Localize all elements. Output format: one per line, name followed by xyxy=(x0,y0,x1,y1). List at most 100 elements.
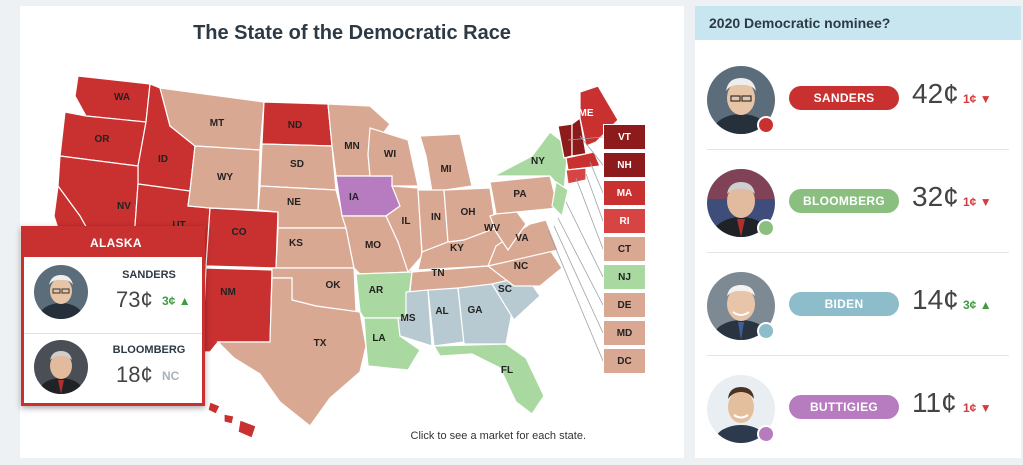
candidate-row-buttigieg[interactable]: BUTTIGIEG 11¢ 1¢ ▼ xyxy=(695,355,1021,458)
state-fl[interactable] xyxy=(432,343,545,415)
svg-text:SD: SD xyxy=(290,159,304,170)
svg-text:GA: GA xyxy=(468,305,483,316)
svg-text:MI: MI xyxy=(440,164,451,175)
state-va[interactable] xyxy=(487,219,559,267)
candidate-price: 14¢ xyxy=(912,284,959,315)
ne-box-ma[interactable]: MA xyxy=(603,180,646,206)
svg-text:WV: WV xyxy=(484,223,500,234)
popup-change: 3¢ ▲ xyxy=(162,294,191,308)
state-tx[interactable] xyxy=(216,277,367,427)
popup-row-sanders[interactable]: SANDERS 73¢ 3¢ ▲ xyxy=(24,259,202,329)
svg-text:OH: OH xyxy=(461,207,476,218)
state-mi[interactable] xyxy=(419,133,473,193)
nominee-title: 2020 Democratic nominee? xyxy=(695,6,1021,40)
svg-text:IN: IN xyxy=(431,212,441,223)
svg-text:FL: FL xyxy=(501,365,513,376)
state-co[interactable] xyxy=(205,207,279,269)
candidate-name-pill[interactable]: BIDEN xyxy=(789,292,899,316)
candidate-change: 3¢ ▲ xyxy=(963,298,992,312)
svg-text:NC: NC xyxy=(514,261,528,272)
status-dot xyxy=(757,425,775,443)
svg-text:IL: IL xyxy=(402,216,411,227)
popup-candidate-name: SANDERS xyxy=(122,269,176,281)
ne-box-ri[interactable]: RI xyxy=(603,208,646,234)
svg-text:NY: NY xyxy=(531,156,545,167)
state-ia[interactable] xyxy=(335,175,401,217)
svg-text:PA: PA xyxy=(513,189,526,200)
state-map-panel: The State of the Democratic Race xyxy=(20,6,684,458)
popup-candidate-name: BLOOMBERG xyxy=(112,344,186,356)
candidate-name-pill[interactable]: SANDERS xyxy=(789,86,899,110)
popup-change: NC xyxy=(162,369,180,383)
state-wi[interactable] xyxy=(367,127,419,187)
svg-text:NM: NM xyxy=(220,287,236,298)
svg-text:OR: OR xyxy=(95,134,111,145)
svg-text:AL: AL xyxy=(435,306,448,317)
state-nm[interactable] xyxy=(201,267,273,353)
svg-text:NE: NE xyxy=(287,197,301,208)
state-ar[interactable] xyxy=(355,271,413,319)
ne-box-nh[interactable]: NH xyxy=(603,152,646,178)
avatar xyxy=(34,265,88,319)
state-hi[interactable] xyxy=(207,401,221,415)
state-labels: WA OR ID NV UT CO NM MT WY ND SD NE KS O… xyxy=(95,92,594,376)
ne-box-vt[interactable]: VT xyxy=(603,124,646,150)
ne-box-dc[interactable]: DC xyxy=(603,348,646,374)
candidate-change: 1¢ ▼ xyxy=(963,92,992,106)
svg-text:OK: OK xyxy=(326,280,342,291)
state-wa[interactable] xyxy=(74,75,151,123)
svg-text:WA: WA xyxy=(114,92,130,103)
ne-box-ct[interactable]: CT xyxy=(603,236,646,262)
candidate-name-pill[interactable]: BUTTIGIEG xyxy=(789,395,899,419)
state-me[interactable] xyxy=(579,85,619,147)
candidate-change: 1¢ ▼ xyxy=(963,195,992,209)
divider xyxy=(707,149,1009,150)
svg-text:MO: MO xyxy=(365,240,381,251)
popup-price: 73¢ xyxy=(116,287,153,312)
ne-box-nj[interactable]: NJ xyxy=(603,264,646,290)
ne-connectors xyxy=(547,135,604,362)
svg-text:IA: IA xyxy=(349,192,359,203)
status-dot xyxy=(757,219,775,237)
status-dot xyxy=(757,116,775,134)
svg-text:LA: LA xyxy=(372,333,385,344)
svg-text:KS: KS xyxy=(289,238,303,249)
arrow-up-icon: ▲ xyxy=(979,298,992,312)
state-popup[interactable]: ALASKA SANDERS 73¢ 3¢ ▲ BL xyxy=(21,226,205,406)
state-wy[interactable] xyxy=(187,145,261,211)
svg-text:TN: TN xyxy=(431,268,444,279)
status-dot xyxy=(757,322,775,340)
candidate-row-sanders[interactable]: SANDERS 42¢ 1¢ ▼ xyxy=(695,46,1021,149)
state-ks[interactable] xyxy=(275,227,355,269)
candidate-change: 1¢ ▼ xyxy=(963,401,992,415)
svg-text:MN: MN xyxy=(344,141,360,152)
svg-text:SC: SC xyxy=(498,284,512,295)
state-ga[interactable] xyxy=(457,283,513,345)
candidate-row-biden[interactable]: BIDEN 14¢ 3¢ ▲ xyxy=(695,252,1021,355)
candidate-price: 32¢ xyxy=(912,181,959,212)
candidate-row-bloomberg[interactable]: BLOOMBERG 32¢ 1¢ ▼ xyxy=(695,149,1021,252)
divider xyxy=(707,355,1009,356)
svg-text:ID: ID xyxy=(158,154,168,165)
svg-text:CO: CO xyxy=(232,227,247,238)
ne-box-de[interactable]: DE xyxy=(603,292,646,318)
candidate-name-pill[interactable]: BLOOMBERG xyxy=(789,189,899,213)
popup-price: 18¢ xyxy=(116,362,153,387)
svg-text:ME: ME xyxy=(579,108,594,119)
arrow-down-icon: ▼ xyxy=(979,92,992,106)
svg-text:AR: AR xyxy=(369,285,384,296)
state-nj-shape[interactable] xyxy=(551,180,569,218)
svg-text:MS: MS xyxy=(401,313,416,324)
avatar xyxy=(34,340,88,394)
ne-box-md[interactable]: MD xyxy=(603,320,646,346)
svg-text:ND: ND xyxy=(288,120,302,131)
map-hint: Click to see a market for each state. xyxy=(410,430,586,442)
arrow-up-icon: ▲ xyxy=(178,294,191,308)
state-ct-shape[interactable] xyxy=(565,167,587,185)
popup-row-bloomberg[interactable]: BLOOMBERG 18¢ NC xyxy=(24,333,202,403)
svg-text:KY: KY xyxy=(450,243,464,254)
arrow-down-icon: ▼ xyxy=(979,401,992,415)
svg-text:TX: TX xyxy=(314,338,327,349)
map-title: The State of the Democratic Race xyxy=(193,22,511,44)
svg-text:UT: UT xyxy=(172,220,185,231)
